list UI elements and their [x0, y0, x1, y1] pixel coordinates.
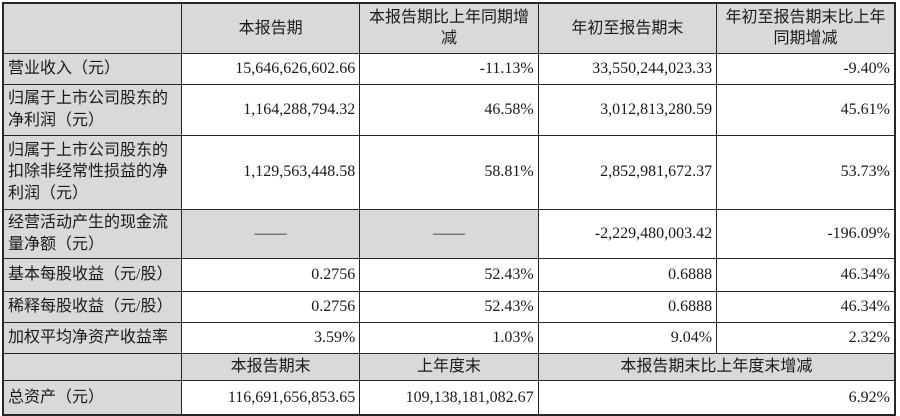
column-header-current-period: 本报告期: [180, 2, 361, 54]
cell-value: -2,229,480,003.42: [537, 208, 718, 259]
cell-value: 3,012,813,280.59: [537, 83, 718, 136]
cell-value: 46.34%: [716, 257, 896, 292]
cell-value: 0.2756: [180, 257, 361, 292]
column-header-period-end: 本报告期末: [180, 352, 361, 381]
header-empty-cell: [2, 352, 182, 381]
cell-value: 1.03%: [359, 321, 539, 354]
cell-dash: ——: [180, 208, 361, 259]
cell-value: 53.73%: [716, 134, 896, 210]
cell-value: 2,852,981,672.37: [537, 134, 718, 210]
table-row-revenue: 营业收入（元） 15,646,626,602.66 -11.13% 33,550…: [2, 52, 896, 85]
row-label: 营业收入（元）: [2, 52, 182, 85]
cell-value: 52.43%: [359, 290, 539, 323]
header-row-top: 本报告期 本报告期比上年同期增减 年初至报告期末 年初至报告期末比上年同期增减: [2, 2, 896, 54]
cell-value: -11.13%: [359, 52, 539, 85]
table-row-diluted-eps: 稀释每股收益（元/股） 0.2756 52.43% 0.6888 46.34%: [2, 290, 896, 323]
column-header-ytd-yoy-change: 年初至报告期末比上年同期增减: [716, 2, 896, 54]
row-label: 归属于上市公司股东的净利润（元）: [2, 83, 182, 136]
row-label: 归属于上市公司股东的扣除非经常性损益的净利润（元）: [2, 134, 182, 210]
row-label: 总资产（元）: [2, 379, 182, 416]
header-empty-cell: [2, 2, 182, 54]
cell-value: 2.32%: [716, 321, 896, 354]
cell-value: 116,691,656,853.65: [180, 379, 361, 416]
cell-value: 0.6888: [537, 290, 718, 323]
cell-value: 1,164,288,794.32: [180, 83, 361, 136]
header-row-bottom: 本报告期末 上年度末 本报告期末比上年度末增减: [2, 352, 896, 381]
table-row-net-profit: 归属于上市公司股东的净利润（元） 1,164,288,794.32 46.58%…: [2, 83, 896, 136]
cell-value: 45.61%: [716, 83, 896, 136]
cell-value: 52.43%: [359, 257, 539, 292]
table-row-operating-cash-flow: 经营活动产生的现金流量净额（元） —— —— -2,229,480,003.42…: [2, 208, 896, 259]
row-label: 加权平均净资产收益率: [2, 321, 182, 354]
row-label: 基本每股收益（元/股）: [2, 257, 182, 292]
table-row-total-assets: 总资产（元） 116,691,656,853.65 109,138,181,08…: [2, 379, 896, 416]
table-row-net-profit-excl-nonrecurring: 归属于上市公司股东的扣除非经常性损益的净利润（元） 1,129,563,448.…: [2, 134, 896, 210]
cell-value: 0.6888: [537, 257, 718, 292]
table-row-basic-eps: 基本每股收益（元/股） 0.2756 52.43% 0.6888 46.34%: [2, 257, 896, 292]
table-row-weighted-avg-roe: 加权平均净资产收益率 3.59% 1.03% 9.04% 2.32%: [2, 321, 896, 354]
cell-value: -9.40%: [716, 52, 896, 85]
cell-value: 58.81%: [359, 134, 539, 210]
cell-value: 6.92%: [537, 379, 896, 416]
cell-value: 46.58%: [359, 83, 539, 136]
cell-value: 109,138,181,082.67: [359, 379, 539, 416]
row-label: 经营活动产生的现金流量净额（元）: [2, 208, 182, 259]
cell-value: -196.09%: [716, 208, 896, 259]
column-header-ytd: 年初至报告期末: [537, 2, 718, 54]
cell-value: 46.34%: [716, 290, 896, 323]
cell-value: 15,646,626,602.66: [180, 52, 361, 85]
cell-value: 33,550,244,023.33: [537, 52, 718, 85]
row-label: 稀释每股收益（元/股）: [2, 290, 182, 323]
cell-dash: ——: [359, 208, 539, 259]
cell-value: 0.2756: [180, 290, 361, 323]
column-header-change-vs-prior-year-end: 本报告期末比上年度末增减: [537, 352, 896, 381]
cell-value: 1,129,563,448.58: [180, 134, 361, 210]
column-header-yoy-change: 本报告期比上年同期增减: [359, 2, 539, 54]
cell-value: 3.59%: [180, 321, 361, 354]
column-header-prior-year-end: 上年度末: [359, 352, 539, 381]
cell-value: 9.04%: [537, 321, 718, 354]
